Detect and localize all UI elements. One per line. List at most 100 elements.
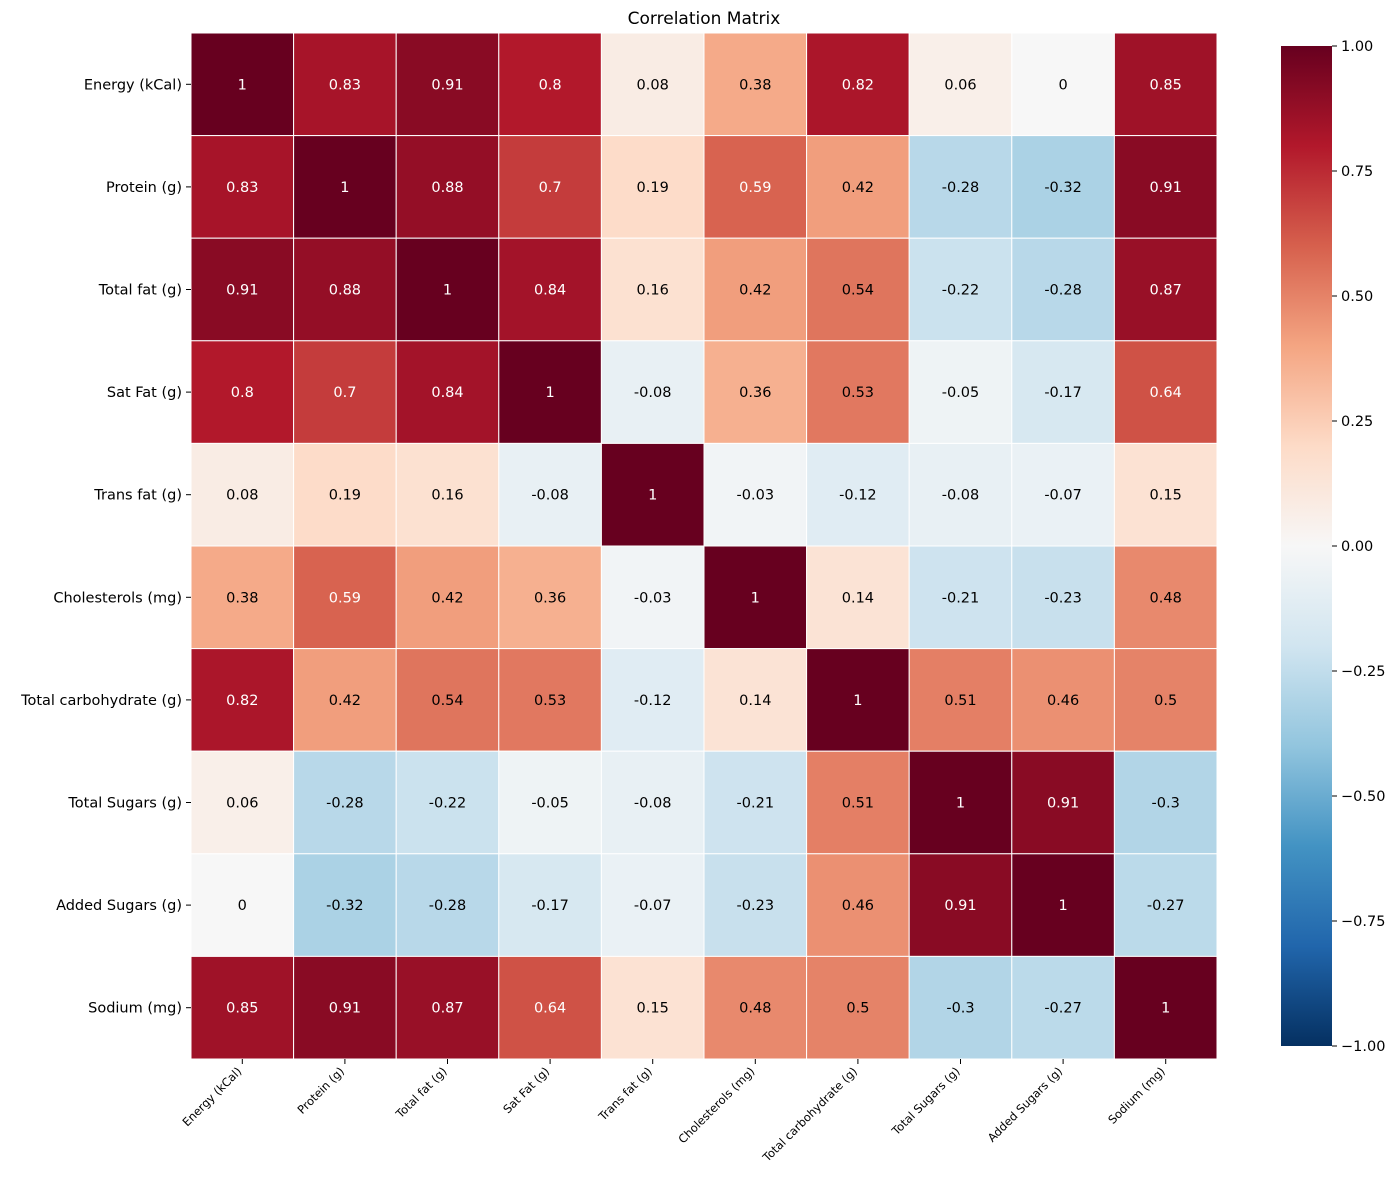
heatmap-cell bbox=[703, 135, 808, 239]
cell-value-label: 0.91 bbox=[1047, 796, 1079, 812]
y-axis-labels: Energy (kCal) Protein (g) Total fat (g) Sat… bbox=[20, 77, 191, 1017]
heatmap-cell bbox=[1113, 237, 1218, 342]
heatmap-cell bbox=[908, 853, 1013, 957]
heatmap-cell bbox=[395, 442, 500, 547]
cell-value-label: 0.84 bbox=[534, 283, 566, 299]
cell-value-label: 1 bbox=[853, 693, 862, 709]
heatmap-cell bbox=[806, 545, 910, 650]
heatmap-cell bbox=[498, 32, 602, 137]
cell-value-label: 0.46 bbox=[842, 898, 874, 914]
heatmap-cell bbox=[498, 955, 602, 1060]
cell-value-label: -0.05 bbox=[531, 796, 569, 812]
cell-value-label: 0.16 bbox=[431, 488, 463, 504]
heatmap-cell bbox=[395, 545, 500, 650]
cell-value-label: 0.85 bbox=[1150, 77, 1182, 93]
cell-value-label: 0.48 bbox=[1150, 590, 1182, 606]
y-tick-label: Total Sugars (g) bbox=[67, 796, 182, 812]
heatmap-cell bbox=[1011, 340, 1115, 444]
cell-value-label: 0.19 bbox=[329, 488, 361, 504]
cell-value-label: 0.82 bbox=[842, 77, 874, 93]
cell-value-label: 0.5 bbox=[846, 1001, 869, 1017]
cell-value-label: -0.28 bbox=[326, 796, 364, 812]
heatmap-cell bbox=[1113, 853, 1218, 957]
heatmap-cell bbox=[806, 135, 910, 239]
heatmap-cell bbox=[293, 442, 397, 547]
heatmap-cell bbox=[908, 955, 1013, 1060]
cell-value-label: 1 bbox=[648, 488, 657, 504]
cell-value-label: 0.59 bbox=[739, 180, 771, 196]
heatmap-cell bbox=[1113, 135, 1218, 239]
colorbar-tick-label: −0.50 bbox=[1341, 789, 1385, 805]
heatmap-cell bbox=[908, 648, 1013, 752]
heatmap-cell bbox=[703, 750, 808, 855]
cell-value-label: -0.23 bbox=[1044, 590, 1082, 606]
heatmap-cell bbox=[498, 648, 602, 752]
heatmap-cell bbox=[806, 750, 910, 855]
cell-value-label: 0.82 bbox=[226, 693, 258, 709]
cell-value-label: 0.87 bbox=[1150, 283, 1182, 299]
cell-value-label: -0.27 bbox=[1044, 1001, 1082, 1017]
heatmap-cell bbox=[1011, 955, 1115, 1060]
heatmap-cell bbox=[293, 955, 397, 1060]
cell-value-label: 0.42 bbox=[431, 590, 463, 606]
heatmap-cell bbox=[293, 648, 397, 752]
heatmap-cell bbox=[908, 32, 1013, 137]
heatmap-cell bbox=[395, 237, 500, 342]
cell-value-label: -0.28 bbox=[942, 180, 980, 196]
cell-value-label: -0.12 bbox=[634, 693, 672, 709]
cell-value-label: 0.87 bbox=[431, 1001, 463, 1017]
x-tick-label: Sat Fat (g) bbox=[500, 1064, 552, 1116]
y-tick-label: Total carbohydrate (g) bbox=[20, 693, 182, 709]
x-tick-label: Added Sugars (g) bbox=[985, 1064, 1066, 1145]
heatmap-cell bbox=[498, 750, 602, 855]
cell-value-label: -0.22 bbox=[942, 283, 980, 299]
cell-value-label: 0.06 bbox=[226, 796, 258, 812]
heatmap-cell bbox=[190, 545, 295, 650]
colorbar-tick-label: 0.50 bbox=[1341, 289, 1373, 305]
heatmap-cell bbox=[498, 853, 602, 957]
heatmap-cell bbox=[908, 237, 1013, 342]
heatmap-cell bbox=[1011, 648, 1115, 752]
y-tick-label: Trans fat (g) bbox=[93, 488, 182, 504]
cell-value-label: 0.59 bbox=[329, 590, 361, 606]
cell-value-label: 1 bbox=[238, 77, 247, 93]
cell-value-label: 0.42 bbox=[842, 180, 874, 196]
heatmap-cell bbox=[190, 237, 295, 342]
heatmap-cells: 1 0.83 0.91 0.8 0.08 0.38 0.82 0.06 0 0.85 0.83 1 0.… bbox=[190, 32, 1218, 1060]
cell-value-label: 0.53 bbox=[842, 385, 874, 401]
cell-value-label: 0.83 bbox=[226, 180, 258, 196]
heatmap-cell bbox=[600, 750, 705, 855]
cell-value-label: 0.38 bbox=[739, 77, 771, 93]
heatmap-cell bbox=[190, 340, 295, 444]
heatmap-cell bbox=[600, 545, 705, 650]
cell-value-label: -0.12 bbox=[839, 488, 877, 504]
x-tick-label: Protein (g) bbox=[295, 1064, 348, 1117]
cell-value-label: -0.07 bbox=[634, 898, 672, 914]
cell-value-label: 0.7 bbox=[333, 385, 356, 401]
heatmap-cell bbox=[600, 853, 705, 957]
heatmap-cell bbox=[600, 135, 705, 239]
heatmap-cell bbox=[190, 955, 295, 1060]
colorbar-tick-label: 0.75 bbox=[1341, 164, 1373, 180]
heatmap-cell bbox=[908, 750, 1013, 855]
cell-value-label: 0.64 bbox=[534, 1001, 566, 1017]
cell-value-label: 0.91 bbox=[431, 77, 463, 93]
heatmap-cell bbox=[190, 32, 295, 137]
heatmap-cell bbox=[600, 340, 705, 444]
cell-value-label: 1 bbox=[956, 796, 965, 812]
heatmap-cell bbox=[703, 340, 808, 444]
cell-value-label: 0.36 bbox=[534, 590, 566, 606]
cell-value-label: 0.91 bbox=[1150, 180, 1182, 196]
cell-value-label: -0.03 bbox=[634, 590, 672, 606]
heatmap-cell bbox=[1011, 750, 1115, 855]
cell-value-label: 0.38 bbox=[226, 590, 258, 606]
heatmap-cell bbox=[806, 853, 910, 957]
cell-value-label: 1 bbox=[545, 385, 554, 401]
cell-value-label: 0.08 bbox=[226, 488, 258, 504]
heatmap-cell bbox=[1011, 442, 1115, 547]
heatmap-cell bbox=[703, 32, 808, 137]
cell-value-label: 0 bbox=[238, 898, 247, 914]
cell-value-label: -0.27 bbox=[1147, 898, 1185, 914]
heatmap-cell bbox=[293, 750, 397, 855]
heatmap-cell bbox=[293, 237, 397, 342]
